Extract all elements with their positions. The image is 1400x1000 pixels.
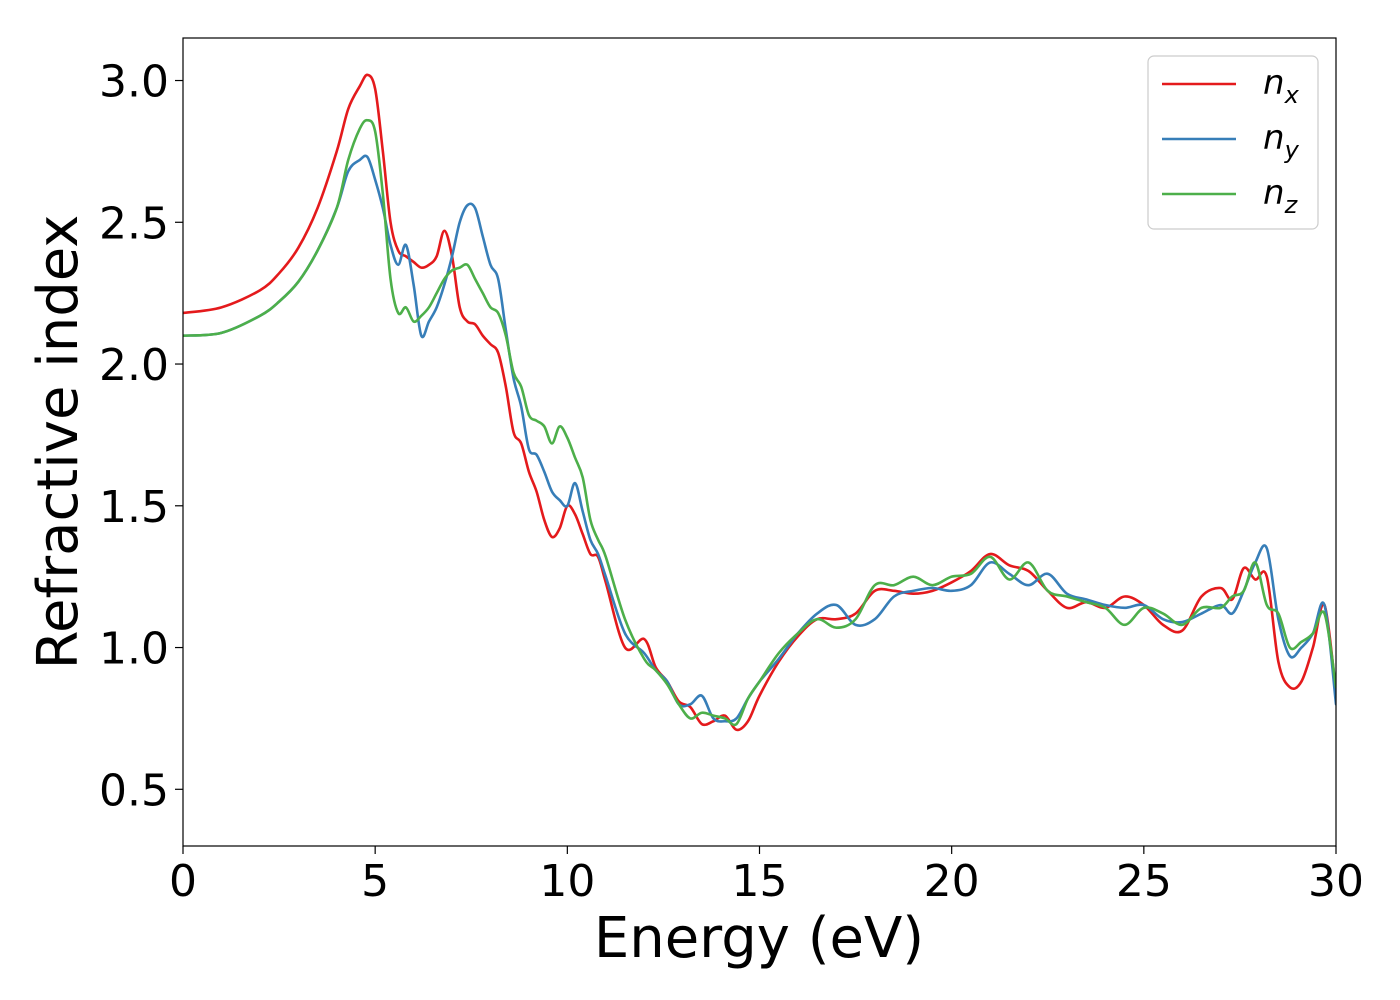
series-layer: [183, 73, 1336, 732]
legend-label-subscript: z: [1284, 191, 1299, 219]
x-tick-label: 5: [361, 856, 389, 907]
y-axis: 0.5 1.0 1.5 2.0 2.5 3.0: [99, 57, 183, 816]
x-tick-label: 0: [169, 856, 197, 907]
y-axis-title: Refractive index: [26, 215, 91, 670]
y-tick-label: 1.0: [99, 624, 169, 675]
legend-label-subscript: y: [1284, 136, 1300, 164]
x-axis-title: Energy (eV): [594, 906, 924, 971]
y-tick-label: 1.5: [99, 482, 169, 533]
y-tick-label: 2.5: [99, 198, 169, 249]
legend-label-z: nz: [1263, 173, 1299, 219]
legend-label-base: n: [1263, 63, 1285, 103]
x-axis: 0 5 10 15 20 25 30: [169, 846, 1364, 907]
legend-label-base: n: [1263, 118, 1285, 158]
legend-label-y: ny: [1263, 118, 1300, 164]
series-line-z: [183, 118, 1336, 727]
legend-label-subscript: x: [1284, 81, 1300, 109]
legend-label-x: nx: [1263, 63, 1300, 109]
legend-box: [1147, 55, 1319, 230]
y-tick-label: 2.0: [99, 340, 169, 391]
x-tick-label: 10: [539, 856, 595, 907]
y-tick-label: 0.5: [99, 765, 169, 816]
legend-label-base: n: [1263, 173, 1285, 213]
x-tick-label: 30: [1308, 856, 1364, 907]
series-line-y: [183, 154, 1336, 723]
y-tick-label: 3.0: [99, 57, 169, 108]
x-tick-label: 15: [732, 856, 788, 907]
x-tick-label: 20: [924, 856, 980, 907]
x-tick-label: 25: [1116, 856, 1172, 907]
